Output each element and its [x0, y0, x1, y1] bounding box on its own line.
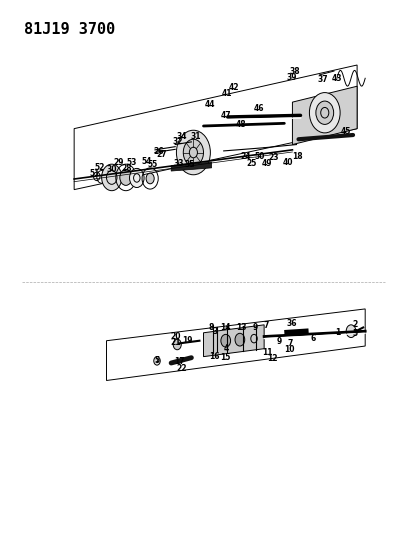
Circle shape	[102, 164, 122, 191]
Circle shape	[120, 169, 132, 185]
Text: 44: 44	[204, 100, 215, 109]
Circle shape	[183, 139, 204, 166]
Text: 37: 37	[317, 75, 328, 84]
Circle shape	[221, 334, 231, 347]
Text: 8: 8	[209, 323, 214, 332]
Text: 53: 53	[127, 158, 137, 166]
Text: 48: 48	[236, 120, 247, 129]
Text: 27: 27	[157, 150, 167, 159]
Text: 23: 23	[268, 154, 279, 163]
Circle shape	[176, 130, 210, 175]
Text: 52: 52	[94, 164, 105, 172]
Text: 81J19 3700: 81J19 3700	[24, 21, 115, 37]
Text: 46: 46	[253, 104, 264, 113]
Circle shape	[129, 168, 144, 188]
Text: 1: 1	[335, 328, 341, 337]
Text: 45: 45	[341, 127, 351, 136]
Text: 41: 41	[222, 89, 232, 98]
Text: 26: 26	[154, 147, 164, 156]
Text: 49: 49	[261, 159, 272, 167]
Text: 25: 25	[246, 159, 256, 167]
Text: 30: 30	[106, 165, 116, 174]
Circle shape	[146, 173, 154, 184]
Circle shape	[235, 333, 245, 346]
Text: 40: 40	[283, 158, 293, 166]
Text: 18: 18	[292, 152, 302, 161]
Text: 47: 47	[221, 111, 231, 120]
Text: 3: 3	[212, 327, 217, 336]
Text: 51: 51	[89, 168, 100, 177]
Text: 22: 22	[176, 364, 187, 373]
Text: 38: 38	[289, 67, 300, 76]
Text: 20: 20	[171, 332, 181, 341]
Text: 4: 4	[224, 344, 229, 353]
Text: 43: 43	[332, 74, 342, 83]
Text: 10: 10	[284, 345, 295, 354]
Text: 9: 9	[277, 337, 282, 346]
Text: 7: 7	[288, 339, 293, 348]
Text: 32: 32	[173, 138, 183, 147]
Text: 17: 17	[174, 358, 184, 367]
Text: 31: 31	[190, 132, 201, 141]
Text: 35: 35	[185, 160, 195, 168]
Text: 29: 29	[114, 158, 124, 167]
Text: 54: 54	[142, 157, 152, 166]
Polygon shape	[171, 162, 212, 171]
Text: 12: 12	[267, 354, 278, 364]
Text: 11: 11	[263, 349, 273, 358]
Text: 39: 39	[287, 72, 297, 82]
Text: 6: 6	[311, 334, 316, 343]
Text: 55: 55	[148, 160, 158, 169]
Text: 13: 13	[236, 323, 247, 332]
Text: 5: 5	[154, 357, 160, 366]
Text: 36: 36	[287, 319, 297, 328]
Text: 9: 9	[253, 323, 258, 332]
Polygon shape	[292, 86, 357, 144]
Text: 19: 19	[182, 336, 193, 345]
Text: 24: 24	[240, 152, 250, 161]
Text: 50: 50	[254, 152, 265, 161]
Text: 42: 42	[229, 83, 239, 92]
Text: 5: 5	[352, 329, 358, 338]
Text: 33: 33	[174, 159, 184, 167]
Polygon shape	[204, 325, 264, 357]
Text: 21: 21	[171, 338, 181, 347]
Circle shape	[173, 339, 181, 350]
Text: 28: 28	[121, 165, 132, 173]
Circle shape	[316, 101, 334, 124]
Text: 34: 34	[176, 132, 186, 141]
Circle shape	[346, 325, 356, 337]
Text: 2: 2	[352, 320, 358, 329]
Circle shape	[154, 357, 160, 365]
Text: 15: 15	[220, 353, 230, 362]
Text: 7: 7	[264, 321, 269, 330]
Circle shape	[309, 93, 340, 133]
Text: 16: 16	[210, 352, 220, 361]
Text: 14: 14	[221, 323, 231, 332]
